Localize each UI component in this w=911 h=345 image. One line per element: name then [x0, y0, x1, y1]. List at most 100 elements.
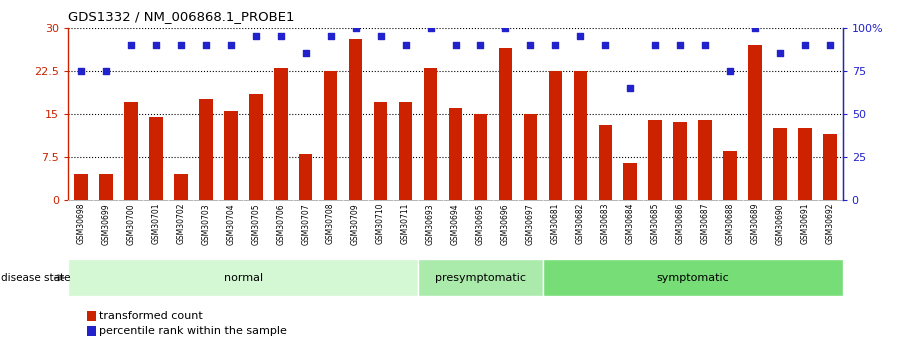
- Bar: [374, 102, 387, 200]
- Bar: [174, 174, 188, 200]
- Bar: [99, 174, 113, 200]
- Text: GSM30686: GSM30686: [676, 203, 685, 245]
- Bar: [548, 71, 562, 200]
- Point: [548, 42, 563, 48]
- Text: percentile rank within the sample: percentile rank within the sample: [99, 326, 287, 336]
- Bar: [748, 45, 763, 200]
- Text: GSM30695: GSM30695: [476, 203, 485, 245]
- Bar: [274, 68, 288, 200]
- Point: [249, 33, 263, 39]
- Bar: [673, 122, 687, 200]
- Text: GSM30709: GSM30709: [351, 203, 360, 245]
- Bar: [349, 39, 363, 200]
- Text: GSM30708: GSM30708: [326, 203, 335, 245]
- Text: GSM30683: GSM30683: [601, 203, 609, 245]
- Bar: [723, 151, 737, 200]
- Point: [773, 51, 787, 56]
- Point: [273, 33, 288, 39]
- Point: [698, 42, 712, 48]
- Bar: [798, 128, 812, 200]
- Point: [424, 25, 438, 30]
- Text: GSM30691: GSM30691: [801, 203, 810, 245]
- FancyBboxPatch shape: [68, 259, 418, 296]
- Bar: [699, 120, 712, 200]
- Text: GSM30690: GSM30690: [776, 203, 784, 245]
- Bar: [323, 71, 337, 200]
- Text: transformed count: transformed count: [99, 311, 203, 321]
- Point: [398, 42, 413, 48]
- Bar: [599, 125, 612, 200]
- Text: GSM30705: GSM30705: [251, 203, 261, 245]
- Bar: [574, 71, 588, 200]
- Text: GSM30700: GSM30700: [127, 203, 135, 245]
- Bar: [148, 117, 163, 200]
- Bar: [474, 114, 487, 200]
- Point: [448, 42, 463, 48]
- Point: [98, 68, 113, 73]
- Bar: [399, 102, 413, 200]
- Text: GSM30707: GSM30707: [302, 203, 310, 245]
- Point: [648, 42, 662, 48]
- Text: GSM30701: GSM30701: [151, 203, 160, 245]
- Bar: [74, 174, 87, 200]
- Point: [623, 85, 638, 91]
- Text: GSM30684: GSM30684: [626, 203, 635, 245]
- Point: [823, 42, 837, 48]
- Text: GSM30689: GSM30689: [751, 203, 760, 245]
- Point: [599, 42, 613, 48]
- Text: disease state: disease state: [1, 273, 70, 283]
- Text: GSM30703: GSM30703: [201, 203, 210, 245]
- Text: GDS1332 / NM_006868.1_PROBE1: GDS1332 / NM_006868.1_PROBE1: [68, 10, 295, 23]
- Point: [374, 33, 388, 39]
- Text: GSM30699: GSM30699: [101, 203, 110, 245]
- Point: [74, 68, 88, 73]
- Text: GSM30688: GSM30688: [726, 203, 735, 244]
- Text: GSM30704: GSM30704: [226, 203, 235, 245]
- Text: GSM30706: GSM30706: [276, 203, 285, 245]
- Bar: [224, 111, 238, 200]
- Point: [498, 25, 513, 30]
- Text: GSM30711: GSM30711: [401, 203, 410, 244]
- Point: [348, 25, 363, 30]
- Text: GSM30710: GSM30710: [376, 203, 385, 245]
- Bar: [623, 163, 637, 200]
- Point: [298, 51, 312, 56]
- Point: [798, 42, 813, 48]
- Text: GSM30693: GSM30693: [426, 203, 435, 245]
- Point: [148, 42, 163, 48]
- Bar: [498, 48, 512, 200]
- Text: GSM30702: GSM30702: [176, 203, 185, 245]
- Point: [473, 42, 487, 48]
- Text: GSM30685: GSM30685: [650, 203, 660, 245]
- Bar: [824, 134, 837, 200]
- Text: GSM30682: GSM30682: [576, 203, 585, 244]
- Bar: [124, 102, 138, 200]
- Point: [173, 42, 188, 48]
- Point: [673, 42, 688, 48]
- Text: GSM30696: GSM30696: [501, 203, 510, 245]
- Text: GSM30681: GSM30681: [551, 203, 560, 244]
- Point: [723, 68, 738, 73]
- Text: presymptomatic: presymptomatic: [435, 273, 526, 283]
- Text: GSM30694: GSM30694: [451, 203, 460, 245]
- Bar: [649, 120, 662, 200]
- Bar: [299, 154, 312, 200]
- Bar: [524, 114, 537, 200]
- FancyBboxPatch shape: [418, 259, 543, 296]
- Point: [124, 42, 138, 48]
- Text: normal: normal: [223, 273, 262, 283]
- Bar: [424, 68, 437, 200]
- Point: [199, 42, 213, 48]
- Bar: [448, 108, 463, 200]
- Text: GSM30698: GSM30698: [77, 203, 86, 245]
- Point: [523, 42, 537, 48]
- Bar: [773, 128, 787, 200]
- Text: symptomatic: symptomatic: [657, 273, 729, 283]
- Text: GSM30687: GSM30687: [701, 203, 710, 245]
- FancyBboxPatch shape: [543, 259, 843, 296]
- Point: [323, 33, 338, 39]
- Point: [748, 25, 763, 30]
- Text: GSM30697: GSM30697: [526, 203, 535, 245]
- Text: GSM30692: GSM30692: [825, 203, 834, 245]
- Bar: [249, 94, 262, 200]
